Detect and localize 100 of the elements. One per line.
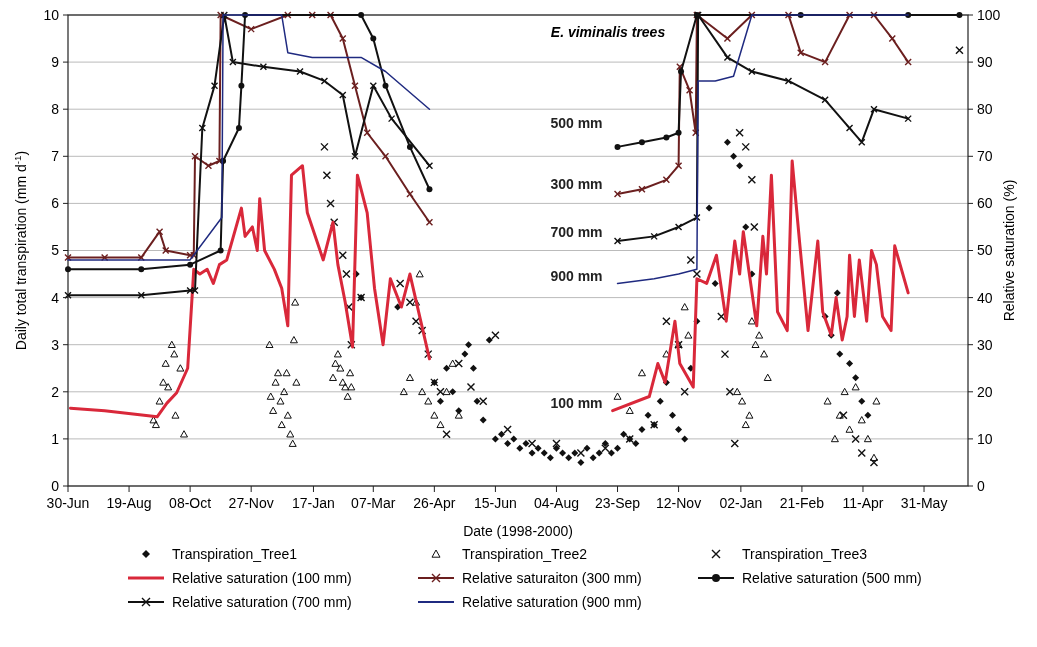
- annotation: 300 mm: [550, 176, 603, 193]
- x-tick-label: 19-Aug: [106, 495, 152, 511]
- annotation: 100 mm: [550, 395, 603, 412]
- y2-tick-label: 0: [977, 477, 985, 494]
- point: [674, 340, 683, 348]
- point: [576, 448, 586, 458]
- point: [650, 232, 658, 241]
- x-tick-label: 17-Jan: [292, 495, 335, 511]
- point: [821, 96, 829, 104]
- legend-label: Relative saturaiton (300 mm): [462, 569, 642, 586]
- point: [678, 68, 685, 75]
- point: [187, 261, 194, 268]
- point: [784, 77, 793, 85]
- point: [425, 218, 434, 226]
- legend-label: Relative saturation (900 mm): [462, 593, 642, 610]
- x-tick-label: 21-Feb: [779, 495, 825, 511]
- point: [797, 48, 805, 57]
- point: [527, 439, 537, 448]
- annotation: 700 mm: [550, 223, 603, 240]
- point: [870, 105, 878, 113]
- point: [358, 12, 365, 18]
- point: [904, 58, 912, 66]
- point: [339, 34, 347, 43]
- point: [851, 434, 860, 444]
- point: [342, 269, 351, 279]
- point: [235, 125, 242, 132]
- point: [338, 251, 347, 260]
- point: [663, 134, 670, 141]
- point: [198, 124, 207, 132]
- point: [330, 218, 339, 227]
- point: [138, 266, 145, 273]
- y2-tick-label: 80: [977, 101, 993, 118]
- point: [601, 444, 610, 453]
- y-tick-label: 9: [51, 54, 60, 70]
- point: [613, 237, 622, 245]
- y-tick-label: 7: [51, 148, 60, 165]
- y-tick-label: 6: [51, 195, 60, 212]
- point: [857, 448, 866, 458]
- point: [382, 82, 389, 89]
- point: [741, 142, 750, 152]
- y2-tick-label: 50: [977, 242, 993, 259]
- point: [417, 326, 427, 335]
- legend-label: Relative saturation (700 mm): [172, 593, 352, 610]
- point: [479, 397, 488, 406]
- point: [723, 53, 732, 62]
- point: [686, 255, 695, 265]
- point: [613, 190, 622, 198]
- point: [322, 170, 332, 180]
- legend-label: Transpiration_Tree1: [172, 545, 298, 562]
- point: [155, 227, 164, 236]
- x-tick-label: 11-Apr: [842, 495, 884, 511]
- x-tick-label: 27-Nov: [228, 495, 274, 511]
- point: [845, 124, 854, 132]
- y2-tick-label: 70: [977, 148, 993, 165]
- point: [217, 247, 224, 254]
- y-tick-label: 0: [51, 477, 60, 494]
- point: [442, 429, 451, 439]
- point: [723, 34, 732, 43]
- annotation: 500 mm: [550, 115, 603, 132]
- y-tick-label: 5: [51, 242, 60, 259]
- point: [351, 152, 359, 160]
- point: [406, 190, 414, 198]
- point: [552, 439, 561, 448]
- point: [680, 387, 689, 396]
- x-tick-label: 15-Jun: [474, 495, 517, 511]
- point: [674, 162, 683, 170]
- point: [229, 58, 237, 66]
- y-tick-label: 2: [51, 383, 60, 400]
- point: [466, 382, 476, 392]
- legend-label: Relative saturation (500 mm): [742, 569, 922, 586]
- point: [381, 152, 390, 160]
- point: [747, 175, 757, 185]
- point: [424, 349, 433, 359]
- y-tick-label: 10: [43, 6, 60, 23]
- point: [161, 246, 170, 255]
- x-tick-label: 12-Nov: [656, 495, 702, 511]
- point: [685, 86, 694, 95]
- point: [137, 291, 145, 299]
- y2-tick-label: 40: [977, 289, 993, 306]
- x-tick-label: 08-Oct: [169, 495, 212, 511]
- text: E. viminalis trees: [550, 24, 666, 40]
- point: [369, 81, 377, 90]
- y2-tick-label: 60: [977, 195, 993, 212]
- point: [210, 81, 219, 90]
- point: [191, 152, 199, 160]
- x-tick-label: 02-Jan: [719, 495, 763, 511]
- y2-tick-label: 100: [977, 6, 1001, 23]
- point: [674, 223, 683, 231]
- point: [426, 186, 433, 193]
- point: [238, 82, 245, 89]
- point: [955, 46, 964, 55]
- x-tick-label: 04-Aug: [533, 495, 580, 511]
- legend-label: Transpiration_Tree2: [462, 545, 588, 562]
- point: [858, 138, 866, 146]
- point: [351, 81, 359, 90]
- point: [339, 91, 347, 99]
- point: [326, 199, 335, 208]
- point: [454, 359, 463, 368]
- point: [662, 176, 671, 184]
- y-tick-label: 4: [51, 289, 60, 306]
